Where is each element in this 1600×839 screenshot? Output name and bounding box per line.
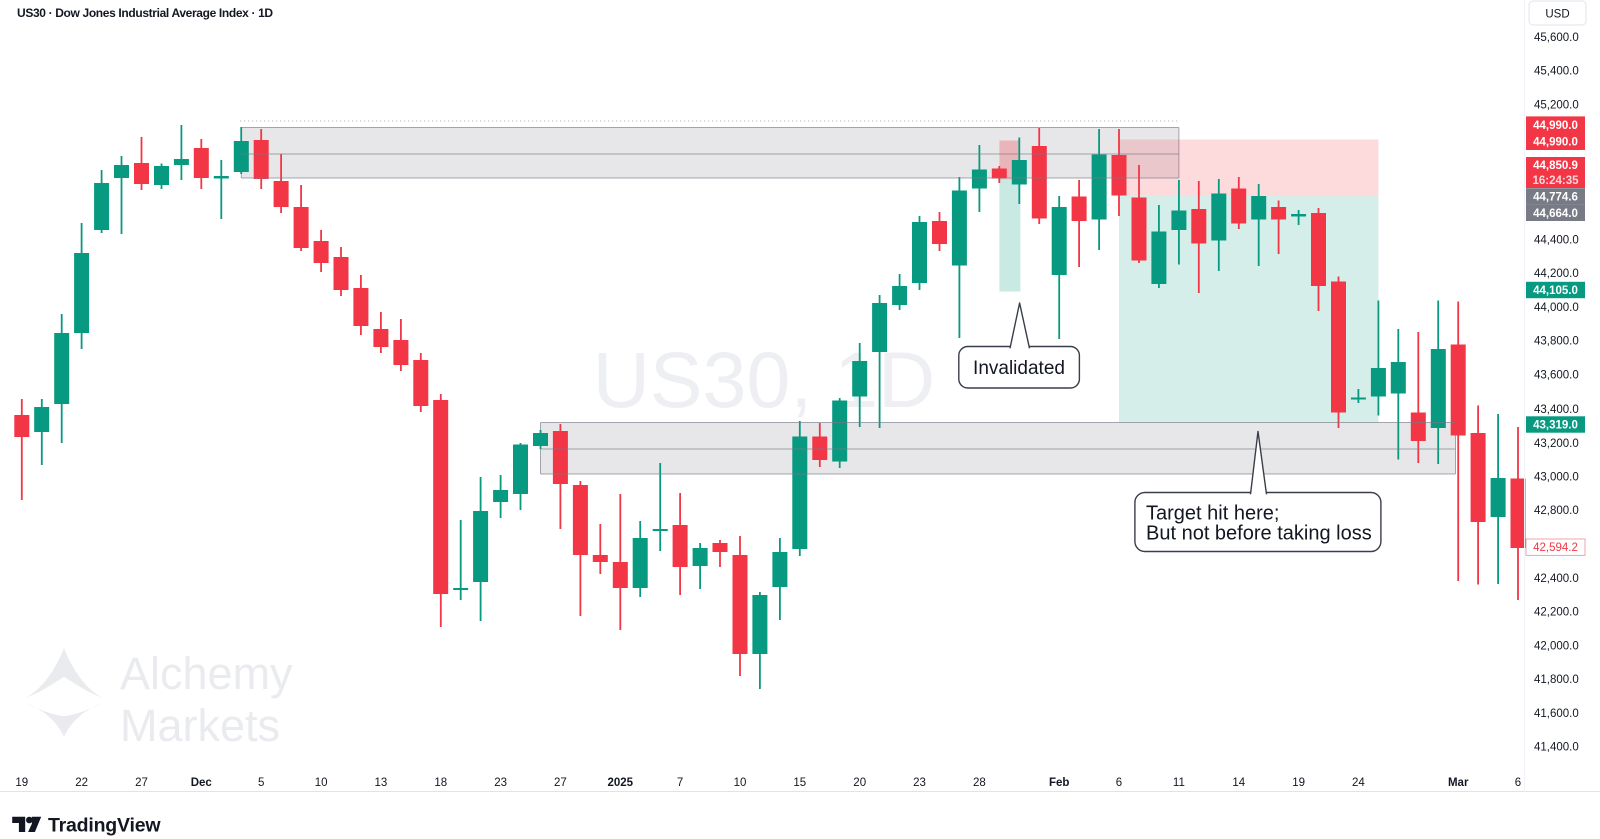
svg-text:42,400.0: 42,400.0 — [1534, 573, 1579, 585]
svg-text:15: 15 — [793, 777, 806, 789]
svg-text:6: 6 — [1515, 777, 1521, 789]
svg-text:43,200.0: 43,200.0 — [1534, 438, 1579, 450]
svg-text:43,600.0: 43,600.0 — [1534, 369, 1579, 381]
svg-text:Target hit here;: Target hit here; — [1146, 503, 1279, 525]
svg-text:44,990.0: 44,990.0 — [1533, 120, 1578, 132]
svg-text:27: 27 — [554, 777, 567, 789]
svg-text:USD: USD — [1545, 9, 1569, 21]
svg-text:Markets: Markets — [120, 700, 280, 751]
svg-text:42,594.2: 42,594.2 — [1533, 542, 1578, 554]
svg-text:2025: 2025 — [608, 777, 634, 789]
svg-text:18: 18 — [434, 777, 447, 789]
svg-text:22: 22 — [75, 777, 88, 789]
svg-text:43,000.0: 43,000.0 — [1534, 472, 1579, 484]
svg-text:41,600.0: 41,600.0 — [1534, 708, 1579, 720]
svg-text:But not before taking loss: But not before taking loss — [1146, 523, 1372, 545]
svg-text:24: 24 — [1352, 777, 1365, 789]
svg-text:43,319.0: 43,319.0 — [1533, 420, 1578, 432]
svg-text:44,664.0: 44,664.0 — [1533, 208, 1578, 220]
svg-text:23: 23 — [494, 777, 507, 789]
svg-text:44,774.6: 44,774.6 — [1533, 191, 1578, 203]
svg-text:42,000.0: 42,000.0 — [1534, 640, 1579, 652]
svg-text:20: 20 — [853, 777, 866, 789]
svg-text:44,850.9: 44,850.9 — [1533, 160, 1578, 172]
svg-text:41,400.0: 41,400.0 — [1534, 742, 1579, 754]
svg-text:45,600.0: 45,600.0 — [1534, 32, 1579, 44]
svg-text:28: 28 — [973, 777, 986, 789]
svg-text:23: 23 — [913, 777, 926, 789]
svg-text:45,400.0: 45,400.0 — [1534, 66, 1579, 78]
svg-text:7: 7 — [677, 777, 683, 789]
svg-text:44,105.0: 44,105.0 — [1533, 285, 1578, 297]
svg-text:6: 6 — [1116, 777, 1122, 789]
svg-text:TradingView: TradingView — [48, 815, 161, 837]
svg-text:10: 10 — [734, 777, 747, 789]
svg-text:13: 13 — [375, 777, 388, 789]
svg-text:16:24:35: 16:24:35 — [1532, 175, 1579, 187]
svg-text:44,200.0: 44,200.0 — [1534, 268, 1579, 280]
svg-text:44,990.0: 44,990.0 — [1533, 137, 1578, 149]
svg-text:Feb: Feb — [1049, 777, 1069, 789]
svg-text:US30 · Dow Jones Industrial Av: US30 · Dow Jones Industrial Average Inde… — [17, 6, 273, 20]
svg-text:44,400.0: 44,400.0 — [1534, 234, 1579, 246]
svg-text:43,800.0: 43,800.0 — [1534, 336, 1579, 348]
svg-text:27: 27 — [135, 777, 148, 789]
svg-text:42,200.0: 42,200.0 — [1534, 607, 1579, 619]
svg-text:Invalidated: Invalidated — [973, 358, 1065, 379]
svg-text:11: 11 — [1173, 777, 1185, 789]
svg-text:19: 19 — [15, 777, 28, 789]
svg-text:5: 5 — [258, 777, 264, 789]
svg-text:Alchemy: Alchemy — [120, 648, 293, 699]
svg-text:14: 14 — [1232, 777, 1245, 789]
svg-text:Dec: Dec — [191, 777, 213, 789]
svg-text:Mar: Mar — [1448, 777, 1469, 789]
svg-text:19: 19 — [1292, 777, 1305, 789]
svg-text:41,800.0: 41,800.0 — [1534, 674, 1579, 686]
svg-text:42,800.0: 42,800.0 — [1534, 505, 1579, 517]
svg-text:10: 10 — [315, 777, 328, 789]
svg-text:43,400.0: 43,400.0 — [1534, 404, 1579, 416]
svg-text:44,000.0: 44,000.0 — [1534, 302, 1579, 314]
svg-text:45,200.0: 45,200.0 — [1534, 100, 1579, 112]
